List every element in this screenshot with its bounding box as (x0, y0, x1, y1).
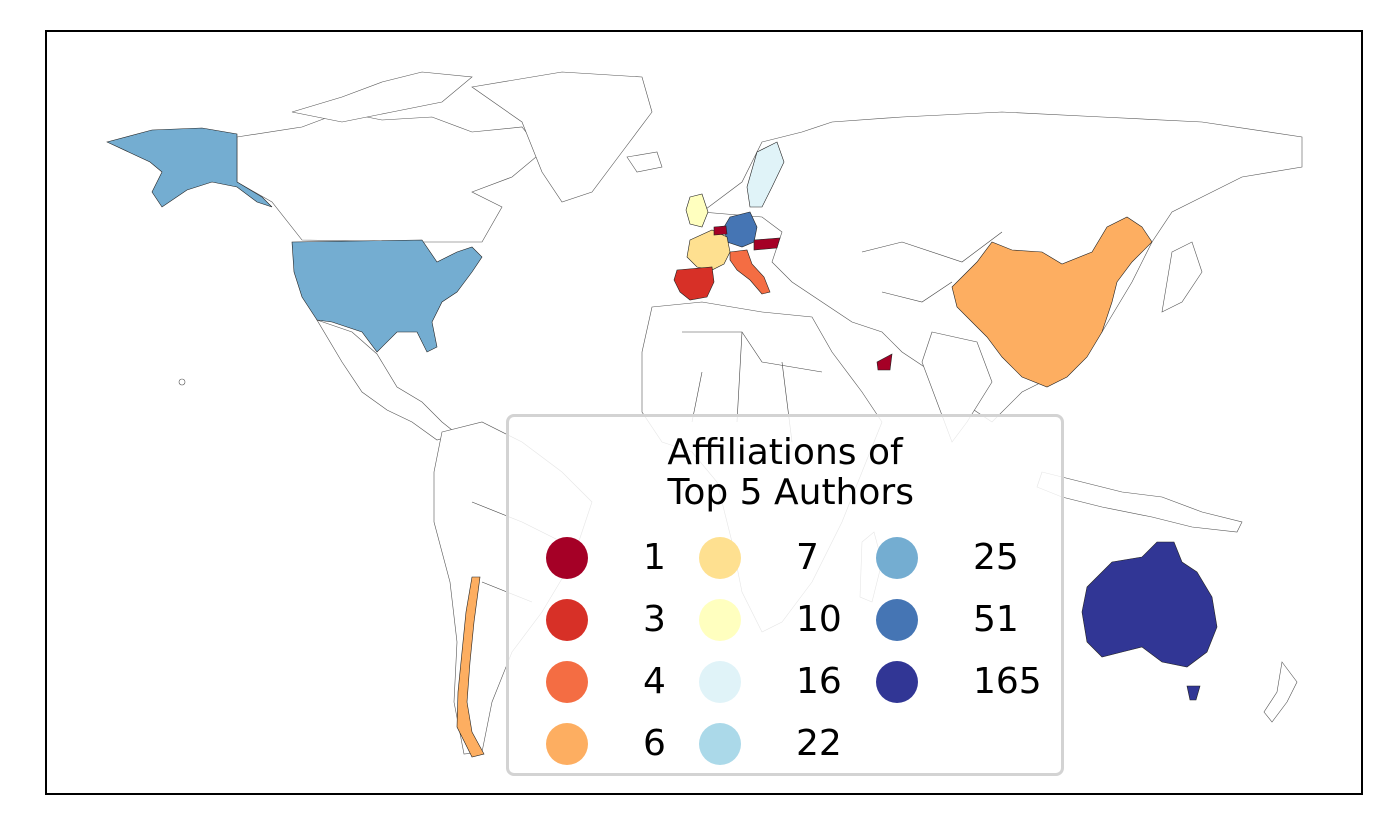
country-sweden (746, 141, 785, 208)
country-australia-tasmania (1186, 685, 1201, 701)
legend-swatch (546, 723, 588, 765)
country-chile (456, 576, 485, 758)
country-austria (753, 237, 781, 251)
legend-title: Affiliations of Top 5 Authors (509, 433, 1061, 513)
legend-label: 25 (973, 537, 1019, 578)
country-uk (685, 193, 709, 228)
land-indonesia (1036, 471, 1243, 533)
country-spain (673, 266, 715, 301)
legend-swatch (876, 599, 918, 641)
legend-label: 165 (973, 661, 1042, 702)
legend-label: 4 (643, 661, 666, 702)
country-italy (729, 249, 771, 295)
land-canada (236, 111, 543, 243)
country-china (951, 216, 1153, 388)
legend-swatch (876, 537, 918, 579)
country-australia (1081, 541, 1218, 668)
legend-label: 16 (796, 661, 842, 702)
country-uae (876, 353, 893, 371)
land-greenland (471, 71, 653, 203)
legend-label: 1 (643, 537, 666, 578)
land-new-zealand (1263, 661, 1298, 723)
legend-label: 10 (796, 599, 842, 640)
legend-label: 7 (796, 537, 819, 578)
land-japan (1161, 241, 1203, 313)
legend: Affiliations of Top 5 Authors 1 3 4 6 7 10 16 2… (506, 414, 1064, 776)
country-switzerland (713, 225, 728, 236)
legend-title-line2: Top 5 Authors (656, 472, 914, 513)
land-arctic-islands (291, 71, 473, 123)
legend-swatch (699, 723, 741, 765)
land-hawaii (178, 378, 186, 386)
country-france (686, 229, 731, 271)
legend-label: 51 (973, 599, 1019, 640)
country-usa (291, 239, 483, 353)
legend-swatch (546, 661, 588, 703)
legend-label: 6 (643, 723, 666, 764)
legend-swatch (876, 661, 918, 703)
legend-label: 3 (643, 599, 666, 640)
legend-swatch (699, 537, 741, 579)
legend-swatch (699, 661, 741, 703)
colored-countries (106, 127, 1218, 758)
country-usa-alaska (106, 127, 273, 208)
legend-swatch (699, 599, 741, 641)
land-iceland (626, 151, 663, 173)
legend-label: 22 (796, 723, 842, 764)
country-germany (723, 211, 758, 248)
legend-swatch (546, 537, 588, 579)
legend-swatch (546, 599, 588, 641)
legend-title-line1: Affiliations of (667, 432, 903, 473)
